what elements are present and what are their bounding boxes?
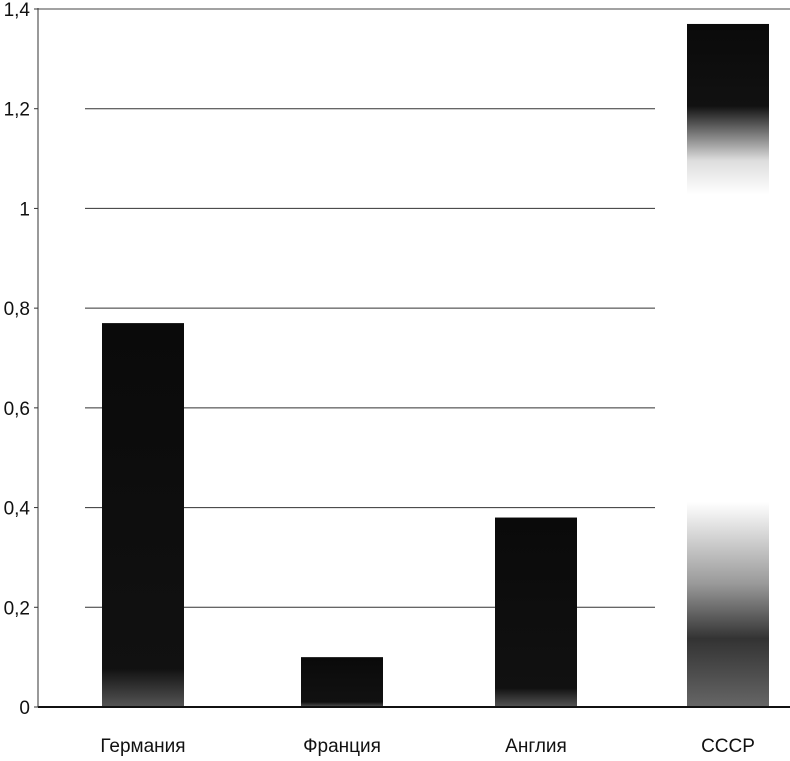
y-tick-label: 1,4 (4, 0, 31, 21)
bar-1 (102, 323, 184, 707)
x-category-label: Франция (303, 736, 381, 757)
bars (102, 23, 769, 707)
bar-4 (687, 23, 769, 707)
x-category-label: СССР (701, 736, 755, 757)
y-tick-label: 0,4 (4, 499, 31, 520)
y-tick-label: 0,2 (4, 598, 30, 619)
y-tick-label: 0 (19, 698, 30, 719)
y-axis-ticks: 0 0,2 0,4 0,6 0,8 1 1,2 1,4 (4, 0, 38, 719)
y-tick-label: 0,6 (4, 399, 30, 420)
x-category-label: Англия (505, 736, 567, 757)
bar-2 (301, 657, 383, 707)
x-category-label: Германия (100, 736, 185, 757)
y-tick-label: 1,2 (4, 100, 30, 121)
y-tick-label: 1 (19, 199, 30, 220)
x-axis-labels: Германия Франция Англия СССР (100, 736, 755, 757)
bar-3 (495, 517, 577, 707)
y-tick-label: 0,8 (4, 299, 30, 320)
